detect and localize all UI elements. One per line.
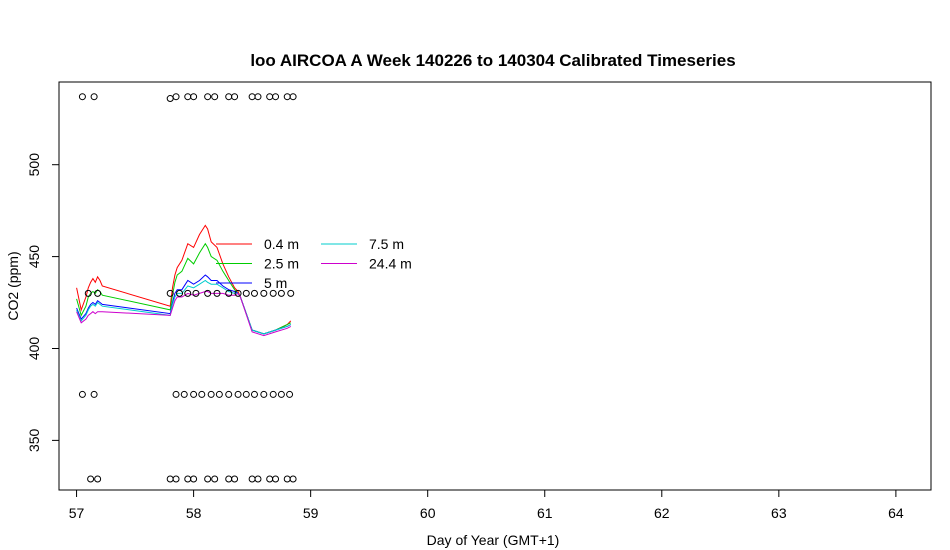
cal-point — [225, 289, 233, 297]
series-line-7-5-m — [76, 279, 292, 335]
cal-point — [172, 475, 180, 483]
cal-point — [225, 390, 233, 398]
cal-point — [272, 93, 280, 101]
series-line-0-4-m — [76, 224, 292, 335]
cal-point — [166, 475, 174, 483]
cal-point — [180, 390, 188, 398]
legend-label: 2.5 m — [264, 256, 299, 272]
cal-point — [289, 475, 297, 483]
cal-point — [266, 475, 274, 483]
cal-point — [266, 93, 274, 101]
series-line-2-5-m — [76, 242, 292, 335]
cal-point — [213, 289, 221, 297]
cal-point — [225, 475, 233, 483]
cal-point — [198, 390, 206, 398]
cal-point — [172, 93, 180, 101]
cal-point — [283, 475, 291, 483]
x-tick-label: 60 — [420, 505, 436, 521]
cal-point — [277, 289, 285, 297]
cal-point — [231, 93, 239, 101]
cal-point — [172, 390, 180, 398]
cal-point — [286, 390, 294, 398]
cal-point — [166, 289, 174, 297]
x-tick-label: 62 — [654, 505, 670, 521]
x-axis-label: Day of Year (GMT+1) — [427, 532, 560, 548]
x-tick-label: 57 — [69, 505, 85, 521]
cal-point — [204, 93, 212, 101]
cal-point — [190, 93, 198, 101]
y-tick-label: 450 — [26, 245, 42, 269]
legend-label: 0.4 m — [264, 236, 299, 252]
cal-point — [176, 289, 184, 297]
cal-point — [242, 390, 250, 398]
cal-point — [287, 289, 295, 297]
cal-point — [250, 289, 258, 297]
legend: 0.4 m 2.5 m 5 m 7.5 m 24.4 m — [216, 236, 412, 291]
cal-point — [78, 390, 86, 398]
cal-point — [283, 93, 291, 101]
plot-frame — [58, 81, 932, 491]
cal-point — [184, 93, 192, 101]
cal-point — [260, 390, 268, 398]
cal-point — [248, 93, 256, 101]
legend-label: 24.4 m — [369, 256, 412, 272]
cal-point — [272, 475, 280, 483]
cal-point — [78, 93, 86, 101]
cal-point — [94, 289, 102, 297]
y-axis: 350 400 450 500 — [26, 153, 60, 452]
cal-point — [254, 93, 262, 101]
cal-point — [207, 390, 215, 398]
legend-label: 5 m — [264, 275, 287, 291]
cal-point — [250, 390, 258, 398]
cal-point — [90, 390, 98, 398]
cal-point — [192, 289, 200, 297]
cal-point — [277, 390, 285, 398]
cal-point — [204, 475, 212, 483]
series-layer — [76, 224, 292, 337]
cal-point — [248, 475, 256, 483]
cal-point — [254, 475, 262, 483]
cal-point — [269, 390, 277, 398]
cal-point — [234, 289, 242, 297]
calibration-points — [78, 93, 297, 483]
y-axis-label: CO2 (ppm) — [5, 251, 21, 320]
cal-point — [242, 289, 250, 297]
cal-point — [94, 475, 102, 483]
cal-point — [211, 475, 219, 483]
x-tick-label: 59 — [303, 505, 319, 521]
x-tick-label: 64 — [888, 505, 904, 521]
cal-point — [231, 475, 239, 483]
cal-point — [190, 390, 198, 398]
cal-point — [184, 475, 192, 483]
cal-point — [269, 289, 277, 297]
cal-point — [215, 390, 223, 398]
chart-title: loo AIRCOA A Week 140226 to 140304 Calib… — [250, 51, 735, 70]
cal-point — [289, 93, 297, 101]
cal-point — [87, 475, 95, 483]
y-tick-label: 350 — [26, 428, 42, 452]
cal-point — [184, 289, 192, 297]
cal-point — [190, 475, 198, 483]
y-tick-label: 400 — [26, 337, 42, 361]
series-line-24-4-m — [76, 291, 292, 337]
x-tick-label: 58 — [186, 505, 202, 521]
cal-point — [234, 390, 242, 398]
x-tick-label: 63 — [771, 505, 787, 521]
cal-point — [260, 289, 268, 297]
cal-point — [84, 289, 92, 297]
x-axis: 57 58 59 60 61 62 63 64 — [69, 489, 904, 521]
cal-point — [225, 93, 233, 101]
cal-point — [211, 93, 219, 101]
cal-point — [166, 95, 174, 103]
x-tick-label: 61 — [537, 505, 553, 521]
cal-point — [204, 289, 212, 297]
cal-point — [90, 93, 98, 101]
y-tick-label: 500 — [26, 153, 42, 177]
series-line-5-m — [76, 274, 292, 335]
legend-label: 7.5 m — [369, 236, 404, 252]
